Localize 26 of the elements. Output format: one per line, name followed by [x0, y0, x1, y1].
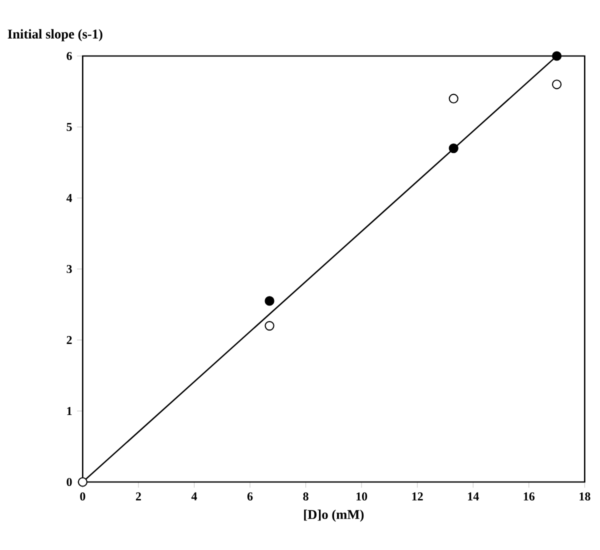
x-tick-label: 2	[136, 492, 141, 500]
point	[448, 94, 458, 104]
point	[552, 80, 562, 90]
x-tick-label: 0	[80, 492, 86, 501]
x-tick-label: 6	[247, 492, 253, 500]
y-tick-label: 2	[66, 336, 72, 344]
y-tick-label: 1	[67, 407, 72, 415]
point	[264, 321, 274, 331]
point	[264, 296, 274, 306]
y-tick-label: 6	[66, 52, 72, 60]
y-axis-title: Initial slope (s-1)	[8, 29, 102, 42]
y-tick-label: 0	[66, 478, 72, 486]
x-tick-label: 16	[524, 492, 535, 500]
point	[552, 51, 562, 61]
x-tick-label: 12	[412, 492, 423, 500]
x-tick-label: 4	[191, 492, 197, 500]
x-axis-title: [D]o (mM)	[304, 510, 364, 522]
y-tick-label: 4	[66, 194, 72, 202]
x-tick-label: 14	[468, 492, 479, 500]
x-tick-label: 18	[580, 492, 590, 501]
y-tick-label: 3	[66, 264, 72, 274]
y-tick-label: 5	[66, 123, 72, 131]
point	[448, 144, 458, 154]
x-tick-label: 8	[303, 492, 308, 501]
point	[78, 477, 88, 487]
x-tick-label: 10	[356, 492, 368, 501]
